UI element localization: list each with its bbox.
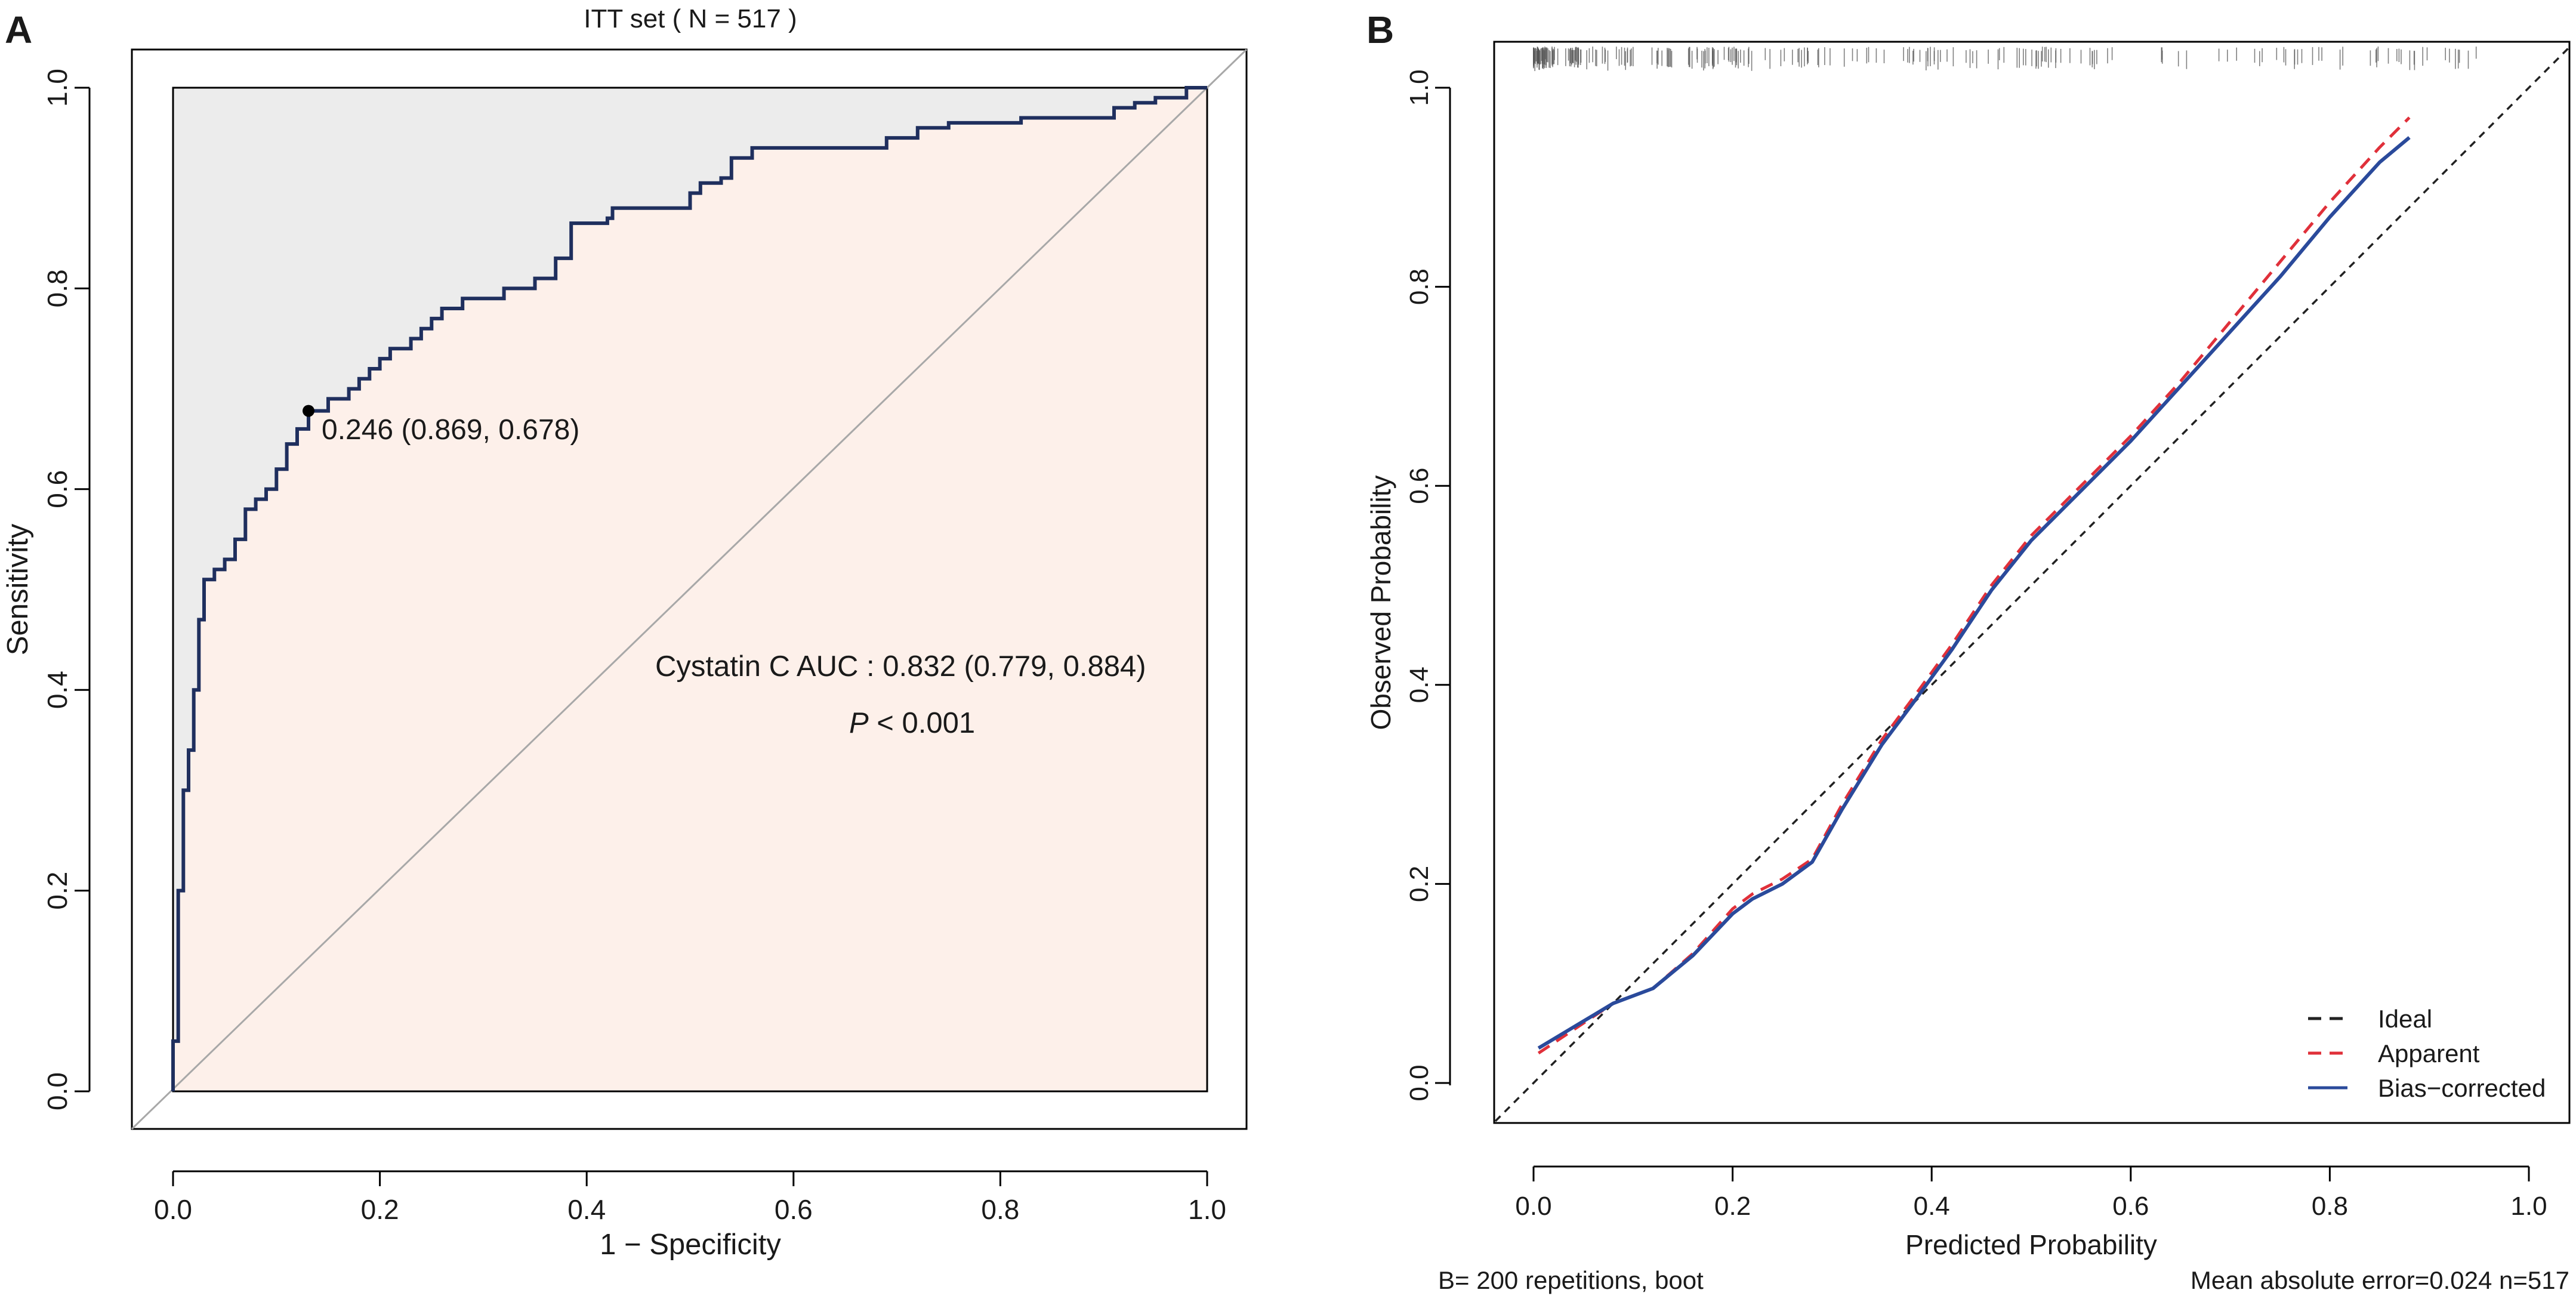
panel-b: B 0.00.20.40.60.81.0 0.0 0.2 0.4 0.6 0.8 1.0 … <box>1365 8 2571 1294</box>
calibration-x-tick-label: 0.6 <box>2112 1192 2149 1221</box>
calibration-apparent-line <box>1537 116 2411 1055</box>
calibration-y-tick-label: 0.4 <box>1405 666 1434 703</box>
calibration-y-tick-label: 0.8 <box>1405 269 1434 305</box>
calibration-y-axis-label: Observed Probability <box>1365 476 1396 730</box>
legend-label-ideal: Ideal <box>2378 1005 2432 1033</box>
calibration-y-tick-label: 0.6 <box>1405 468 1434 504</box>
roc-x-axis: 0.0 0.2 0.4 0.6 0.8 1.0 <box>154 1170 1226 1225</box>
panel-b-label: B <box>1366 8 1394 51</box>
roc-curve <box>171 86 1207 1091</box>
calibration-x-tick-label: 0.8 <box>2312 1192 2348 1221</box>
roc-x-tick-label: 1.0 <box>1188 1194 1226 1225</box>
roc-plot-frame <box>131 48 1248 1130</box>
roc-x-axis-label: 1 − Specificity <box>600 1229 781 1261</box>
roc-y-tick-label: 1.0 <box>42 69 73 107</box>
roc-x-tick-label: 0.4 <box>567 1194 606 1225</box>
calibration-x-axis-label: Predicted Probability <box>1905 1229 2157 1260</box>
roc-y-tick-label: 0.0 <box>42 1072 73 1110</box>
calibration-footer-left: B= 200 repetitions, boot <box>1438 1266 1704 1294</box>
panel-a-label: A <box>5 8 32 51</box>
calibration-rug <box>1533 47 2477 72</box>
calibration-ideal-line <box>1494 47 2569 1122</box>
calibration-x-tick-label: 0.2 <box>1714 1192 1751 1221</box>
roc-y-tick-label: 0.4 <box>42 671 73 709</box>
roc-y-axis: 0.0 0.2 0.4 0.6 0.8 1.0 <box>42 69 91 1110</box>
roc-reference-diagonal <box>131 48 1248 1130</box>
calibration-y-axis: 0.0 0.2 0.4 0.6 0.8 1.0 <box>1405 69 1451 1101</box>
calibration-footer-right: Mean absolute error=0.024 n=517 <box>2191 1266 2569 1294</box>
roc-x-tick-label: 0.0 <box>154 1194 192 1225</box>
calibration-y-tick-label: 0.2 <box>1405 866 1434 902</box>
calibration-lines <box>1494 47 2569 1122</box>
panel-a: A ITT set ( N = 517 ) 0.246 (0.869, 0.67… <box>2 4 1248 1261</box>
calibration-plot-frame <box>1493 41 2571 1124</box>
roc-y-tick-label: 0.8 <box>42 269 73 307</box>
roc-auc-annotation: Cystatin C AUC : 0.832 (0.779, 0.884) <box>655 650 1146 683</box>
roc-p-text: < 0.001 <box>869 707 975 739</box>
roc-cutoff-label: 0.246 (0.869, 0.678) <box>322 414 579 446</box>
roc-inner-frame <box>172 87 1208 1093</box>
calibration-y-tick-label: 0.0 <box>1405 1064 1434 1101</box>
roc-x-tick-label: 0.8 <box>981 1194 1019 1225</box>
calibration-x-tick-label: 1.0 <box>2510 1192 2547 1221</box>
roc-x-tick-label: 0.6 <box>775 1194 813 1225</box>
roc-y-tick-label: 0.2 <box>42 872 73 910</box>
calibration-legend: Ideal Apparent Bias−corrected <box>2308 1005 2546 1102</box>
roc-x-tick-label: 0.2 <box>361 1194 399 1225</box>
calibration-bias-corrected-line <box>1537 136 2411 1050</box>
calibration-x-axis: 0.0 0.2 0.4 0.6 0.8 1.0 <box>1515 1165 2547 1221</box>
roc-title: ITT set ( N = 517 ) <box>584 4 797 33</box>
roc-y-axis-label: Sensitivity <box>2 523 34 655</box>
roc-p-symbol: P <box>849 707 869 739</box>
roc-cutoff-point <box>303 405 315 417</box>
calibration-x-tick-label: 0.0 <box>1515 1192 1551 1221</box>
legend-label-bias-corrected: Bias−corrected <box>2378 1074 2546 1102</box>
roc-p-value: P < 0.001 <box>849 707 975 739</box>
calibration-y-tick-label: 1.0 <box>1405 69 1434 106</box>
roc-y-tick-label: 0.6 <box>42 470 73 508</box>
calibration-x-tick-label: 0.4 <box>1914 1192 1950 1221</box>
legend-label-apparent: Apparent <box>2378 1039 2480 1067</box>
